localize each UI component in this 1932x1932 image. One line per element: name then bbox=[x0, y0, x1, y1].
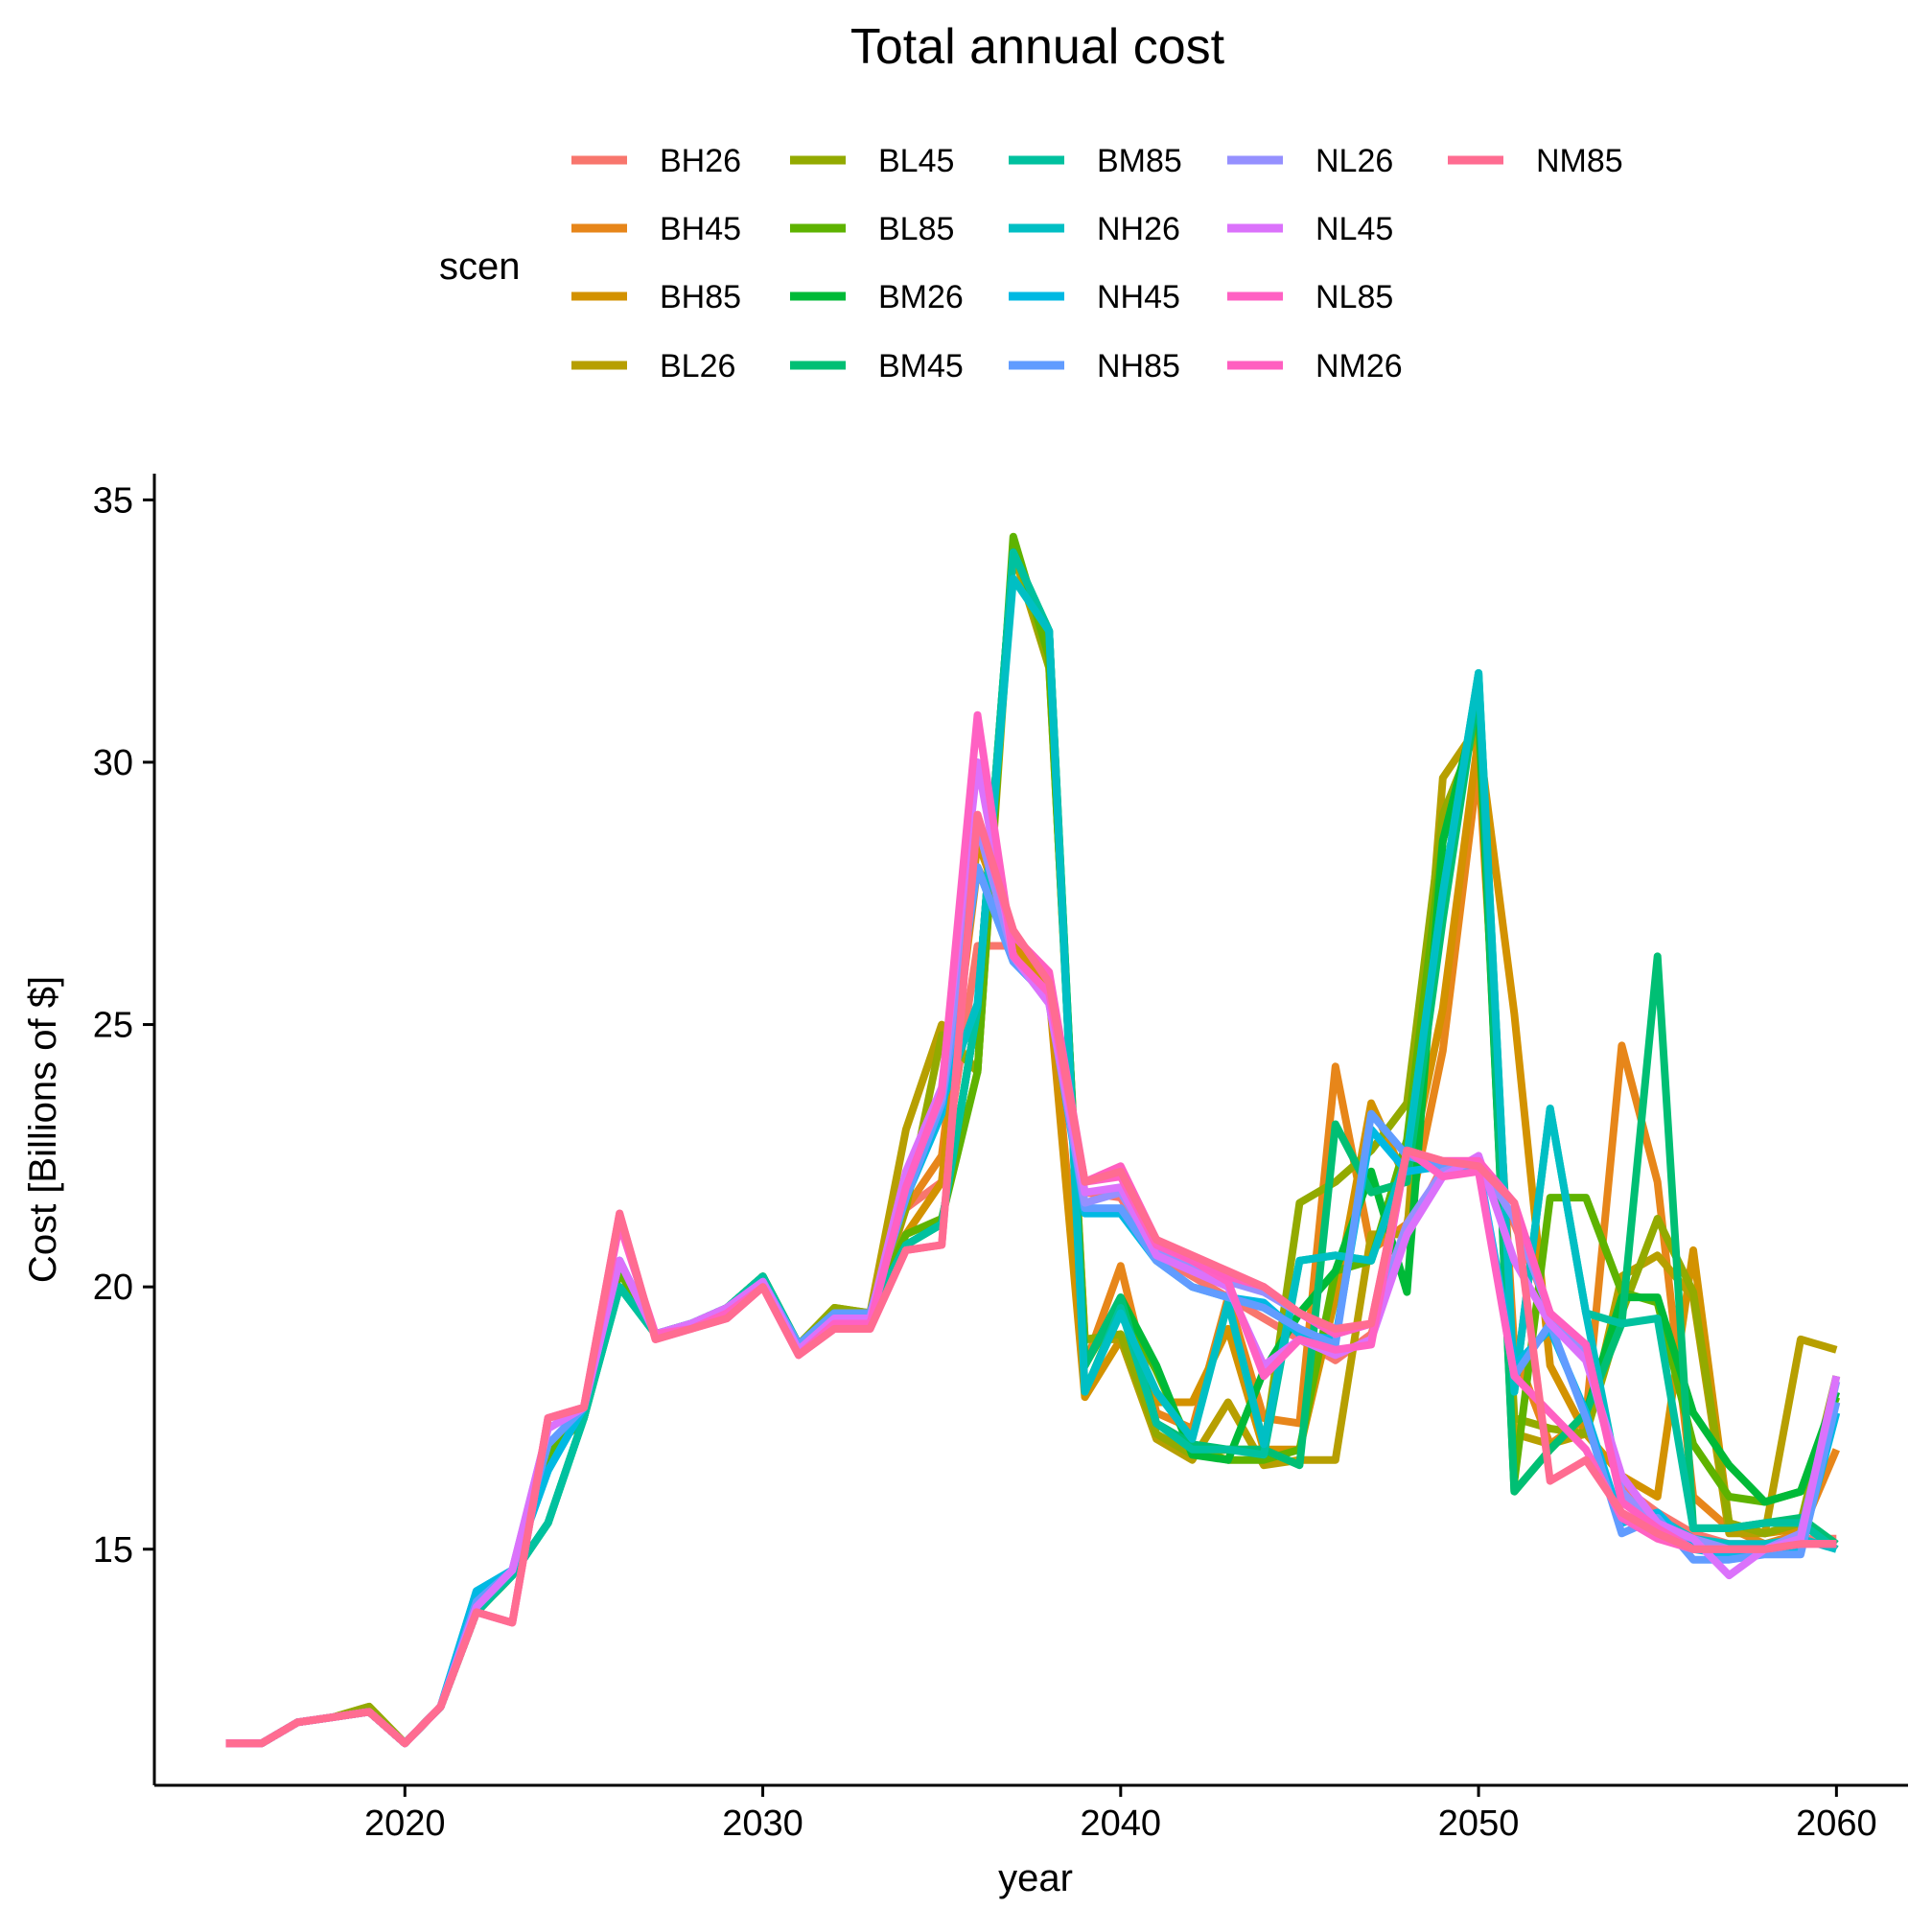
legend-item-bh45: BH45 bbox=[571, 211, 741, 247]
series-line-bl26 bbox=[225, 548, 1838, 1748]
legend-label: BL85 bbox=[878, 211, 954, 247]
legend-label: NH45 bbox=[1097, 279, 1180, 315]
series-layer bbox=[225, 532, 1841, 1748]
x-axis-title: year bbox=[998, 1857, 1073, 1899]
legend-label: BH45 bbox=[660, 211, 741, 247]
series-line-bh85 bbox=[225, 732, 1841, 1748]
series-line-bl85 bbox=[225, 532, 1841, 1748]
legend-item-bh26: BH26 bbox=[571, 143, 741, 179]
legend-item-bm26: BM26 bbox=[790, 279, 964, 315]
series-line-nm85 bbox=[225, 810, 1837, 1748]
legend-item-nm26: NM26 bbox=[1227, 348, 1403, 384]
y-axis-title: Cost [Billions of $] bbox=[22, 976, 64, 1283]
series-line-nl45 bbox=[225, 758, 1841, 1748]
legend-label: BL26 bbox=[660, 348, 735, 384]
legend-label: BM45 bbox=[878, 348, 964, 384]
x-tick-label: 2030 bbox=[722, 1804, 803, 1844]
series-line-bm45 bbox=[225, 548, 1839, 1748]
series-line-bm85 bbox=[225, 548, 1839, 1748]
legend-label: NM85 bbox=[1536, 143, 1623, 179]
x-axis-ticks: 2020 2030 2040 2050 2060 bbox=[364, 1785, 1877, 1844]
series-line-bl45 bbox=[225, 538, 1841, 1748]
y-tick-label: 15 bbox=[93, 1530, 133, 1571]
legend-item-nh85: NH85 bbox=[1009, 348, 1180, 384]
legend-label: NL26 bbox=[1315, 143, 1393, 179]
plot-area: 15 20 25 30 35 2020 2030 2040 2050 2060 bbox=[93, 474, 1908, 1844]
chart-title: Total annual cost bbox=[850, 19, 1225, 75]
legend-label: NL45 bbox=[1315, 211, 1393, 247]
y-tick-label: 35 bbox=[93, 480, 133, 521]
y-tick-label: 25 bbox=[93, 1006, 133, 1046]
legend-item-bl85: BL85 bbox=[790, 211, 954, 247]
legend-item-bl45: BL45 bbox=[790, 143, 954, 179]
y-tick-label: 30 bbox=[93, 743, 133, 783]
legend-label: NL85 bbox=[1315, 279, 1393, 315]
legend-item-bm85: BM85 bbox=[1009, 143, 1182, 179]
series-line-bm26 bbox=[225, 548, 1841, 1748]
x-tick-label: 2020 bbox=[364, 1804, 446, 1844]
legend-item-bl26: BL26 bbox=[571, 348, 735, 384]
x-tick-label: 2060 bbox=[1796, 1804, 1877, 1844]
y-tick-label: 20 bbox=[93, 1268, 133, 1308]
legend-item-nl85: NL85 bbox=[1227, 279, 1393, 315]
legend: scen BH26 BH45 BH85 BL26 BL45 BL85 BM26 BM45 BM8… bbox=[439, 143, 1623, 384]
legend-item-bm45: BM45 bbox=[790, 348, 964, 384]
legend-item-nh26: NH26 bbox=[1009, 211, 1180, 247]
x-tick-label: 2050 bbox=[1438, 1804, 1520, 1844]
legend-item-nl26: NL26 bbox=[1227, 143, 1393, 179]
series-line-nh26 bbox=[225, 574, 1838, 1748]
legend-label: BM26 bbox=[878, 279, 964, 315]
legend-label: NM26 bbox=[1315, 348, 1403, 384]
legend-item-bh85: BH85 bbox=[571, 279, 741, 315]
legend-label: BL45 bbox=[878, 143, 954, 179]
legend-label: NH26 bbox=[1097, 211, 1180, 247]
legend-label: BM85 bbox=[1097, 143, 1182, 179]
legend-item-nh45: NH45 bbox=[1009, 279, 1180, 315]
x-tick-label: 2040 bbox=[1081, 1804, 1162, 1844]
y-axis-ticks: 15 20 25 30 35 bbox=[93, 480, 154, 1571]
legend-label: NH85 bbox=[1097, 348, 1180, 384]
legend-label: BH26 bbox=[660, 143, 741, 179]
legend-item-nm85: NM85 bbox=[1448, 143, 1623, 179]
legend-label: BH85 bbox=[660, 279, 741, 315]
series-line-bh45 bbox=[225, 758, 1840, 1748]
legend-title: scen bbox=[439, 245, 521, 288]
legend-item-nl45: NL45 bbox=[1227, 211, 1393, 247]
